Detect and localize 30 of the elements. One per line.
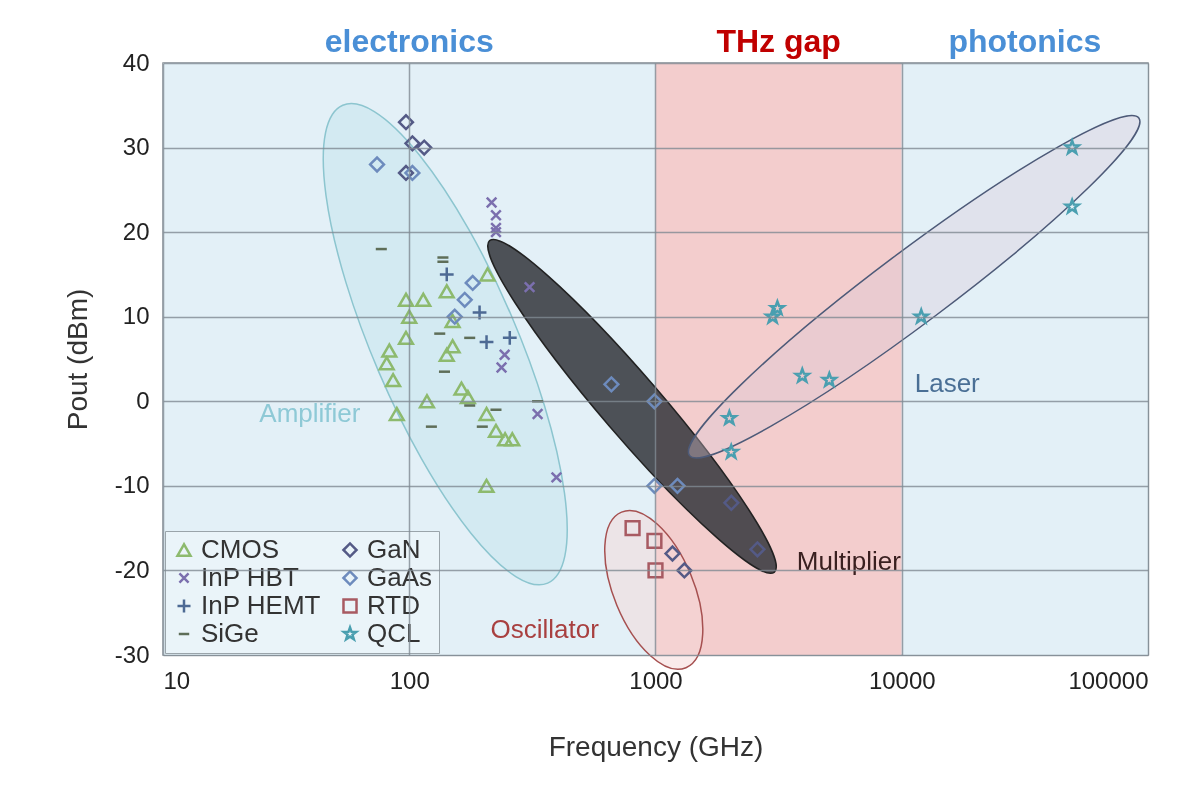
legend-label: SiGe: [201, 618, 259, 648]
legend-label: RTD: [367, 590, 420, 620]
y-tick-label: -10: [114, 471, 150, 499]
legend-label: InP HBT: [201, 562, 299, 592]
y-axis-title: Pout (dBm): [61, 288, 93, 431]
y-tick-label: 40: [122, 48, 150, 76]
x-tick-label: 10000: [868, 666, 936, 694]
y-tick-label: -30: [114, 640, 150, 668]
band-label: THz gap: [716, 23, 841, 59]
annotation: Oscillator: [490, 613, 600, 644]
x-tick-label: 10: [163, 666, 191, 694]
y-tick-label: 0: [136, 386, 150, 414]
x-tick-label: 100000: [1068, 666, 1149, 694]
y-tick-label: 10: [122, 302, 150, 330]
annotation: Multiplier: [796, 545, 902, 576]
legend-label: GaN: [367, 534, 421, 564]
x-tick-label: 100: [389, 666, 430, 694]
x-tick-label: 1000: [629, 666, 683, 694]
legend-label: InP HEMT: [201, 590, 321, 620]
legend-label: QCL: [367, 618, 421, 648]
band-label: electronics: [324, 23, 494, 59]
annotation: Amplifier: [259, 397, 361, 428]
band-label: photonics: [948, 23, 1102, 59]
legend-label: CMOS: [201, 534, 279, 564]
y-tick-label: -20: [114, 555, 150, 583]
y-tick-label: 20: [122, 217, 150, 245]
y-tick-label: 30: [122, 133, 150, 161]
annotation: Laser: [914, 368, 981, 399]
x-axis-title: Frequency (GHz): [548, 730, 764, 762]
legend-label: GaAs: [367, 562, 433, 592]
